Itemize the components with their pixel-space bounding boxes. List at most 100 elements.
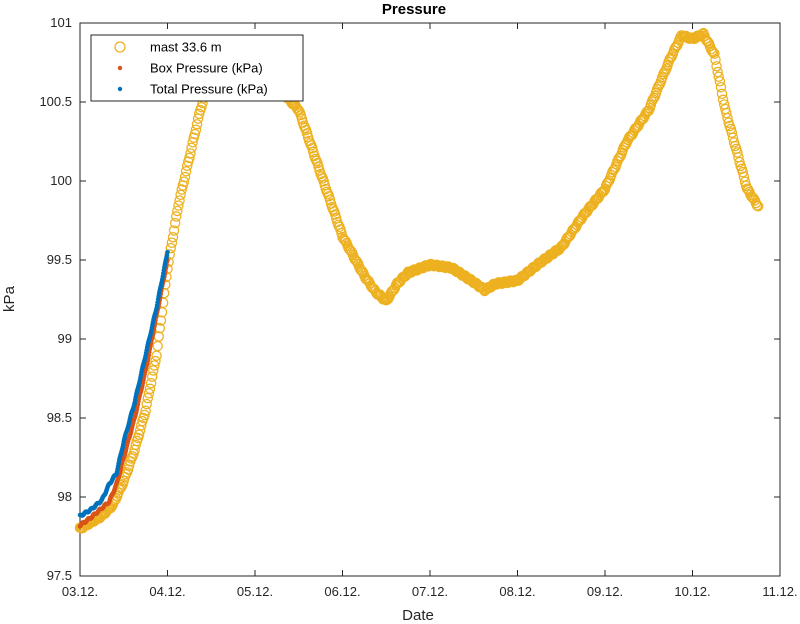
data-point [174,195,185,206]
data-point [709,48,720,59]
data-point [139,409,150,421]
data-point [123,460,135,471]
data-point [106,501,117,512]
data-point [176,184,187,195]
data-point [743,184,754,195]
legend-label: mast 33.6 m [150,40,222,55]
data-point [191,119,203,130]
data-point [308,146,319,158]
data-point [664,54,675,65]
data-point [722,112,733,124]
y-tick-label: 98 [58,489,72,504]
data-point [318,176,329,187]
data-point [748,193,760,204]
data-point [752,201,764,212]
data-point [181,160,193,172]
data-point [144,383,156,395]
x-tick-label: 06.12. [324,584,360,599]
data-point [716,88,728,100]
data-point [172,205,183,217]
x-tick-label: 09.12. [587,584,623,599]
data-point [143,388,155,399]
data-point [296,113,308,124]
y-tick-label: 100 [50,173,72,188]
data-point [324,194,336,205]
x-tick-label: 10.12. [674,584,710,599]
data-point [329,209,341,220]
data-point [169,217,181,229]
data-point [350,255,362,266]
data-point [713,71,725,82]
data-point [150,355,161,367]
data-point [145,377,157,389]
data-point [362,274,373,286]
data-point [613,153,624,164]
series-2 [77,249,170,518]
legend-marker [114,41,126,53]
legend-marker [117,65,123,71]
data-point [173,200,184,211]
data-point [122,464,134,475]
data-point [179,171,191,183]
data-point [180,166,192,177]
data-point [148,365,159,376]
x-tick-label: 11.12. [762,584,797,599]
data-point [186,142,197,154]
data-point [133,429,145,440]
data-point [714,76,726,87]
data-point [711,61,722,72]
data-point [168,225,180,236]
data-point [708,47,719,58]
data-point [167,231,179,243]
y-tick-label: 101 [50,15,72,30]
plot-area [79,22,781,577]
legend: mast 33.6 m Box Pressure (kPa) Total Press… [90,34,304,102]
data-point [732,147,743,158]
data-point [185,148,196,159]
data-point [387,285,399,296]
data-point [751,200,763,211]
data-point [619,140,631,151]
data-point [189,128,201,140]
data-point [146,371,158,382]
data-point [141,398,152,410]
data-point [601,178,613,189]
data-point [726,127,738,139]
data-point [313,161,324,172]
x-tick-label: 04.12. [149,584,185,599]
data-point [382,294,393,305]
data-point [597,186,609,198]
y-tick-label: 98.5 [47,410,72,425]
legend-marker [117,86,123,92]
data-point [165,249,170,255]
data-point [701,35,712,47]
legend-label: Total Pressure (kPa) [150,82,268,97]
data-point [170,211,182,222]
y-tick-label: 99 [58,331,72,346]
data-point [130,439,142,451]
x-tick-label: 08.12. [499,584,535,599]
data-point [301,128,313,139]
data-point [140,405,151,416]
data-point [327,204,339,215]
data-point [505,275,517,287]
legend-box [90,34,304,102]
legend-label: Box Pressure (kPa) [150,61,263,76]
data-point [741,183,753,194]
data-point [608,165,619,176]
y-tick-label: 100.5 [39,94,72,109]
x-tick-label: 05.12. [237,584,273,599]
data-point [336,227,347,239]
data-point [652,81,664,92]
data-point [190,124,202,136]
data-point [178,176,190,188]
data-point [747,192,758,203]
data-point [721,107,732,119]
y-axis-label: kPa [1,285,18,312]
y-tick-label: 99.5 [47,252,72,267]
data-point [184,152,195,164]
data-point [715,81,727,93]
axis-ticks: 03.12. 04.12. 05.12. 06.12. 07.12. 08.12. 09.1… [39,15,797,599]
data-point [710,54,721,65]
